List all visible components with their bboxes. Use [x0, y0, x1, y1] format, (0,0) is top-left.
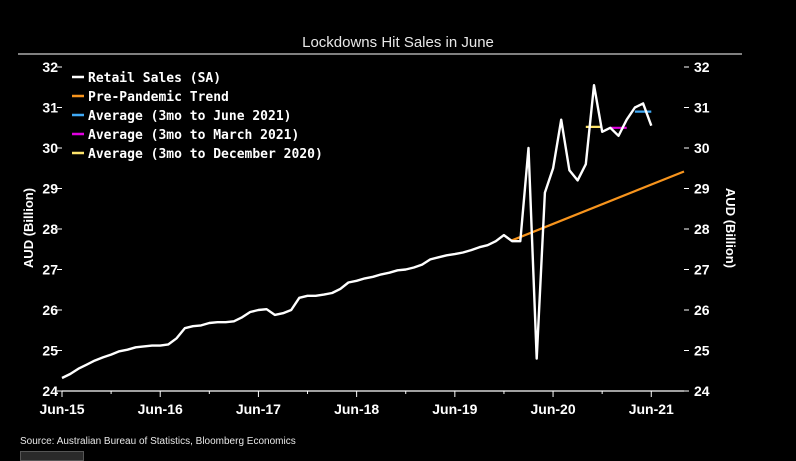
- x-tick-label: Jun-15: [39, 401, 84, 417]
- legend-label: Average (3mo to March 2021): [88, 128, 299, 143]
- x-tick-label: Jun-18: [334, 401, 379, 417]
- legend: Retail Sales (SA) Pre-Pandemic Trend Avera…: [72, 71, 323, 162]
- y-tick-label-left: 29: [42, 181, 58, 197]
- y-tick-label-right: 28: [694, 221, 710, 237]
- x-tick-label: Jun-19: [432, 401, 477, 417]
- series-line-0: [61, 83, 653, 380]
- y-tick-label-right: 31: [694, 100, 710, 116]
- y-tick-label-left: 28: [42, 221, 58, 237]
- y-tick-label-right: 25: [694, 343, 710, 359]
- x-tick-label: Jun-17: [236, 401, 281, 417]
- y-tick-label-left: 24: [42, 383, 58, 399]
- series-line-1: [511, 170, 685, 242]
- y-tick-label-right: 30: [694, 140, 710, 156]
- x-axis: Jun-15 Jun-16 Jun-17 Jun-18 Jun-19 Jun-20 Jun-…: [39, 391, 674, 417]
- y-tick-label-left: 25: [42, 343, 58, 359]
- x-tick-label: Jun-21: [629, 401, 674, 417]
- x-tick-label: Jun-20: [530, 401, 575, 417]
- y-axis-left: 24 25 26 27 28 29 30 31 32: [42, 59, 62, 399]
- y-tick-label-left: 27: [42, 262, 58, 278]
- source-note: Source: Australian Bureau of Statistics,…: [20, 436, 296, 447]
- y-tick-label-right: 32: [694, 59, 710, 75]
- x-tick-label: Jun-16: [138, 401, 183, 417]
- legend-label: Pre-Pandemic Trend: [88, 90, 229, 105]
- y-axis-label-right: AUD (Billion): [723, 188, 738, 268]
- chart-title: Lockdowns Hit Sales in June: [302, 34, 494, 51]
- y-tick-label-left: 31: [42, 100, 58, 116]
- y-tick-label-left: 32: [42, 59, 58, 75]
- y-tick-label-left: 30: [42, 140, 58, 156]
- footer-tab[interactable]: [20, 451, 84, 461]
- y-axis-label-left: AUD (Billion): [21, 188, 36, 268]
- y-tick-label-right: 29: [694, 181, 710, 197]
- legend-label: Average (3mo to December 2020): [88, 147, 323, 162]
- y-tick-label-right: 27: [694, 262, 710, 278]
- legend-label: Average (3mo to June 2021): [88, 109, 292, 124]
- legend-label: Retail Sales (SA): [88, 71, 221, 86]
- y-tick-label-right: 24: [694, 383, 710, 399]
- series-layer: [61, 83, 685, 380]
- y-tick-label-right: 26: [694, 302, 710, 318]
- y-axis-right: 24 25 26 27 28 29 30 31 32: [684, 59, 710, 399]
- y-tick-label-left: 26: [42, 302, 58, 318]
